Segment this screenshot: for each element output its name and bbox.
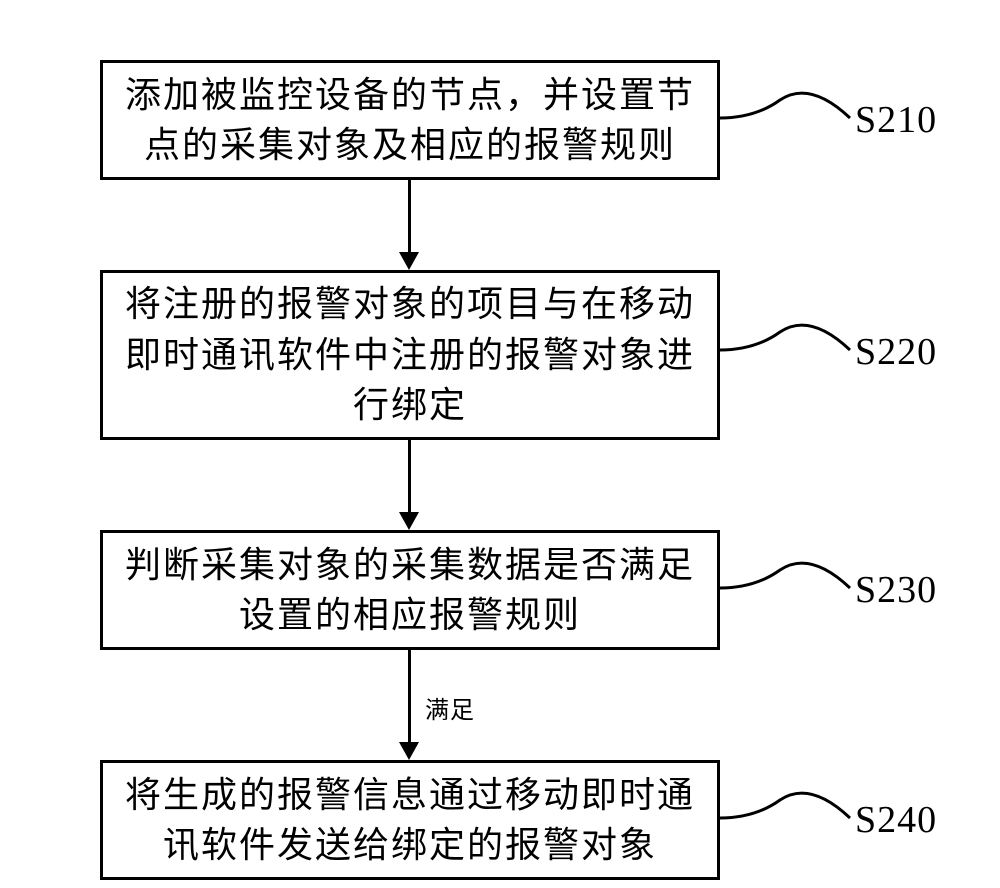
arrow-head-3	[399, 742, 419, 760]
arrow-line-1	[408, 180, 411, 255]
step-text-s230: 判断采集对象的采集数据是否满足 设置的相应报警规则	[125, 540, 695, 641]
step-line2: 讯软件发送给绑定的报警对象	[163, 825, 657, 865]
arrow-line-3	[408, 650, 411, 745]
connector-s240	[720, 788, 855, 848]
step-label-s230: S230	[855, 568, 937, 612]
step-line1: 添加被监控设备的节点，并设置节	[125, 75, 695, 115]
step-label-s240: S240	[855, 798, 937, 842]
step-line2: 即时通讯软件中注册的报警对象进	[125, 335, 695, 375]
arrow-head-1	[399, 252, 419, 270]
step-line3: 行绑定	[353, 385, 467, 425]
step-label-s220: S220	[855, 330, 937, 374]
step-box-s220: 将注册的报警对象的项目与在移动 即时通讯软件中注册的报警对象进 行绑定	[100, 270, 720, 440]
step-box-s230: 判断采集对象的采集数据是否满足 设置的相应报警规则	[100, 530, 720, 650]
step-line2: 点的采集对象及相应的报警规则	[144, 125, 676, 165]
connector-s230	[720, 558, 855, 618]
step-line1: 将生成的报警信息通过移动即时通	[125, 775, 695, 815]
step-line1: 将注册的报警对象的项目与在移动	[125, 284, 695, 324]
step-line1: 判断采集对象的采集数据是否满足	[125, 545, 695, 585]
step-line2: 设置的相应报警规则	[239, 595, 581, 635]
edge-label-satisfy: 满足	[425, 690, 475, 725]
step-box-s210: 添加被监控设备的节点，并设置节 点的采集对象及相应的报警规则	[100, 60, 720, 180]
step-text-s240: 将生成的报警信息通过移动即时通 讯软件发送给绑定的报警对象	[125, 770, 695, 871]
step-text-s210: 添加被监控设备的节点，并设置节 点的采集对象及相应的报警规则	[125, 70, 695, 171]
arrow-head-2	[399, 512, 419, 530]
connector-s220	[720, 320, 855, 380]
connector-s210	[720, 88, 855, 148]
step-label-s210: S210	[855, 98, 937, 142]
step-box-s240: 将生成的报警信息通过移动即时通 讯软件发送给绑定的报警对象	[100, 760, 720, 880]
step-text-s220: 将注册的报警对象的项目与在移动 即时通讯软件中注册的报警对象进 行绑定	[125, 279, 695, 430]
arrow-line-2	[408, 440, 411, 515]
